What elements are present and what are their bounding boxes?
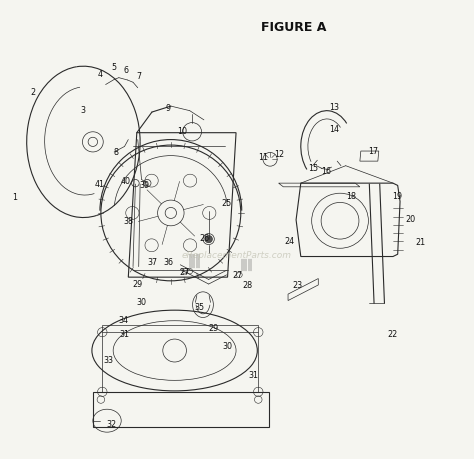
Text: 21: 21 [415, 238, 426, 247]
Text: 29: 29 [208, 324, 219, 332]
Text: 1: 1 [12, 193, 18, 202]
Text: 31: 31 [248, 370, 258, 380]
Text: 27: 27 [179, 267, 189, 276]
Text: 22: 22 [388, 330, 398, 338]
Text: 34: 34 [118, 316, 128, 325]
Text: 38: 38 [123, 217, 133, 226]
Text: 8: 8 [114, 148, 119, 157]
Text: 10: 10 [178, 127, 188, 135]
Text: 39: 39 [140, 180, 150, 189]
Text: 27: 27 [233, 271, 243, 280]
Text: 5: 5 [111, 62, 117, 72]
Text: 29: 29 [133, 279, 143, 288]
Circle shape [205, 236, 212, 243]
Text: 28: 28 [242, 281, 253, 290]
Text: 24: 24 [285, 236, 295, 246]
Text: 14: 14 [329, 124, 339, 133]
Text: 23: 23 [292, 281, 302, 290]
Text: 3: 3 [81, 106, 86, 115]
Text: 30: 30 [137, 297, 146, 306]
Text: 41: 41 [95, 179, 105, 188]
Text: 40: 40 [121, 177, 131, 185]
Text: 30: 30 [223, 341, 233, 351]
Text: 33: 33 [103, 355, 113, 364]
Text: 6: 6 [123, 66, 128, 75]
Text: 11: 11 [258, 153, 268, 162]
Text: 16: 16 [321, 167, 331, 176]
Text: 19: 19 [392, 192, 403, 201]
Text: 2: 2 [30, 88, 36, 97]
Text: FIGURE A: FIGURE A [261, 21, 327, 34]
Text: 17: 17 [368, 146, 378, 155]
Text: 12: 12 [274, 150, 284, 158]
Text: eReplacementParts.com: eReplacementParts.com [182, 250, 292, 259]
Text: 13: 13 [329, 102, 339, 112]
Text: 25: 25 [221, 198, 232, 207]
Text: 4: 4 [98, 69, 102, 78]
Text: 26: 26 [200, 233, 210, 242]
Text: 32: 32 [107, 420, 117, 428]
Text: 35: 35 [194, 302, 204, 311]
Text: 18: 18 [346, 192, 356, 201]
Text: 7: 7 [136, 72, 141, 81]
Text: 15: 15 [309, 163, 319, 172]
Text: 37: 37 [148, 257, 158, 266]
Text: 36: 36 [164, 257, 173, 266]
Text: 20: 20 [406, 215, 416, 224]
Text: 9: 9 [166, 104, 171, 113]
Text: 31: 31 [119, 330, 129, 338]
